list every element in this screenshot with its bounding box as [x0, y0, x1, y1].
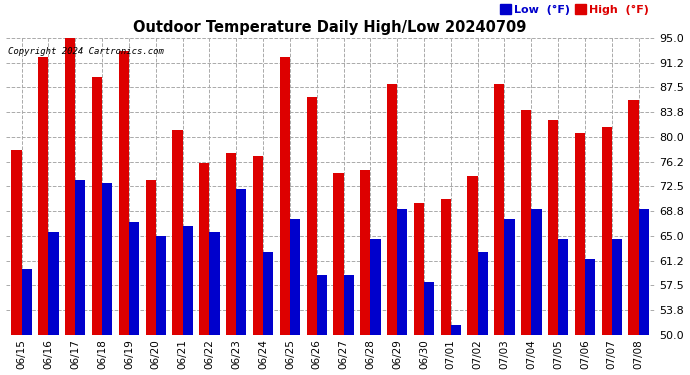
- Bar: [172, 130, 183, 335]
- Legend: Low  (°F), High  (°F): Low (°F), High (°F): [500, 4, 649, 15]
- Bar: [585, 259, 595, 335]
- Bar: [602, 127, 612, 335]
- Text: Copyright 2024 Cartronics.com: Copyright 2024 Cartronics.com: [8, 47, 164, 56]
- Bar: [414, 202, 424, 335]
- Bar: [75, 180, 86, 335]
- Bar: [629, 100, 639, 335]
- Bar: [424, 282, 434, 335]
- Bar: [504, 219, 515, 335]
- Bar: [65, 38, 75, 335]
- Bar: [48, 232, 59, 335]
- Bar: [306, 97, 317, 335]
- Bar: [558, 239, 569, 335]
- Bar: [210, 232, 219, 335]
- Bar: [344, 275, 354, 335]
- Bar: [199, 163, 210, 335]
- Bar: [183, 226, 193, 335]
- Bar: [397, 209, 407, 335]
- Bar: [494, 84, 504, 335]
- Bar: [531, 209, 542, 335]
- Bar: [12, 150, 21, 335]
- Bar: [21, 268, 32, 335]
- Bar: [92, 77, 102, 335]
- Bar: [639, 209, 649, 335]
- Bar: [387, 84, 397, 335]
- Bar: [371, 239, 381, 335]
- Bar: [236, 189, 246, 335]
- Bar: [575, 133, 585, 335]
- Bar: [477, 252, 488, 335]
- Title: Outdoor Temperature Daily High/Low 20240709: Outdoor Temperature Daily High/Low 20240…: [133, 20, 527, 35]
- Bar: [612, 239, 622, 335]
- Bar: [333, 173, 344, 335]
- Bar: [360, 170, 371, 335]
- Bar: [146, 180, 156, 335]
- Bar: [226, 153, 236, 335]
- Bar: [279, 57, 290, 335]
- Bar: [38, 57, 48, 335]
- Bar: [102, 183, 112, 335]
- Bar: [253, 156, 263, 335]
- Bar: [317, 275, 327, 335]
- Bar: [548, 120, 558, 335]
- Bar: [263, 252, 273, 335]
- Bar: [441, 200, 451, 335]
- Bar: [129, 222, 139, 335]
- Bar: [290, 219, 300, 335]
- Bar: [521, 110, 531, 335]
- Bar: [467, 176, 477, 335]
- Bar: [156, 236, 166, 335]
- Bar: [451, 325, 461, 335]
- Bar: [119, 51, 129, 335]
